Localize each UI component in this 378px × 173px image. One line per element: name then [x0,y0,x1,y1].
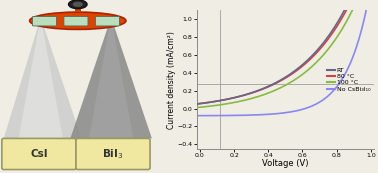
FancyBboxPatch shape [95,16,119,26]
Polygon shape [70,17,152,138]
Legend: RT, 80 °C, 100 °C, No CsBi₃I₁₀: RT, 80 °C, 100 °C, No CsBi₃I₁₀ [327,67,371,92]
Polygon shape [4,17,82,138]
Y-axis label: Current density (mA/cm²): Current density (mA/cm²) [167,31,176,129]
Polygon shape [89,17,133,138]
Ellipse shape [73,2,83,7]
Bar [75,3,81,12]
Text: CsI: CsI [30,149,48,159]
Polygon shape [19,17,63,138]
FancyBboxPatch shape [33,16,56,26]
FancyBboxPatch shape [64,16,88,26]
FancyBboxPatch shape [76,138,150,170]
Ellipse shape [68,0,87,9]
FancyBboxPatch shape [2,138,76,170]
X-axis label: Voltage (V): Voltage (V) [262,159,309,168]
Text: BiI$_3$: BiI$_3$ [102,147,124,161]
Ellipse shape [29,12,126,29]
